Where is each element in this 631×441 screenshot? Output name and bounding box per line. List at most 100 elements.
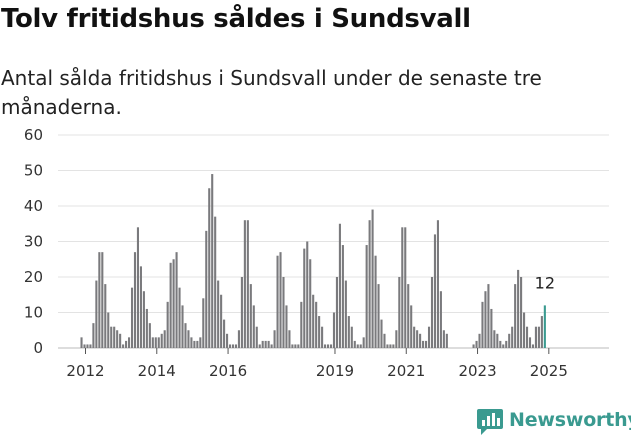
bar [374,255,377,348]
bar [410,305,413,348]
bar [154,337,157,348]
y-tick-label: 60 [24,126,43,144]
bar [95,280,98,348]
bar [425,340,428,348]
bar [395,330,398,348]
bar [237,330,240,348]
bar [89,344,92,348]
bar [175,252,178,348]
bar [481,301,484,348]
bar [362,337,365,348]
bar [133,252,137,348]
bar [240,277,243,348]
bar [380,319,383,348]
bar [508,333,511,348]
bar [332,312,336,348]
bar [279,252,282,348]
bar [436,220,439,348]
bar [166,301,169,348]
bar [104,284,107,348]
bar [101,252,104,348]
bar [86,344,89,348]
bar [303,248,306,348]
bar [350,326,353,348]
bar [130,287,134,348]
bar [110,326,113,348]
bar [98,252,101,348]
bar [184,323,187,348]
bar [315,301,318,348]
bar [514,284,517,348]
bar [505,340,508,348]
bar [389,344,392,348]
bar [442,330,445,348]
latest-value-label: 12 [535,273,555,292]
bar [386,344,389,348]
y-tick-label: 40 [24,197,43,215]
bar [537,326,540,348]
annotations: 12 [535,273,555,292]
bar [338,223,341,348]
bar [270,344,273,348]
bar [300,301,303,348]
x-tick-label: 2021 [387,362,425,380]
bar [145,308,148,348]
bar [252,305,255,348]
bar [493,330,496,348]
bar [208,188,211,348]
newsworthy-logo: Newsworthy [476,407,631,437]
bar [116,330,119,348]
bar [475,340,478,348]
bar [122,344,125,348]
bar [344,280,347,348]
bar [255,326,258,348]
bar [142,291,145,348]
bar [231,344,235,348]
bar [199,337,202,348]
bar [276,255,279,348]
bar [273,330,276,348]
x-tick-label: 2012 [66,362,104,380]
bar [172,259,175,348]
bar [178,287,181,348]
bar [205,230,208,348]
bar [398,277,401,348]
bar [291,344,294,348]
bar [288,330,291,348]
bar [181,305,184,348]
bar [107,312,110,348]
bar [368,220,371,348]
bar [341,245,344,348]
newsworthy-logo-icon [477,409,503,435]
brand-name: Newsworthy [509,409,631,431]
bar [520,277,523,348]
bar [125,340,128,348]
bar [427,326,431,348]
bar [220,294,223,348]
bar [136,227,140,348]
bar [264,340,267,348]
bar [359,344,362,348]
bar [306,241,309,348]
bar [377,284,380,348]
bar [119,333,122,348]
bar [163,330,166,348]
bar [190,337,193,348]
bar [285,305,288,348]
bar [148,323,151,348]
bar [478,333,481,348]
x-tick-label: 2014 [138,362,176,380]
x-tick-label: 2019 [316,362,354,380]
y-tick-label: 30 [24,233,43,251]
bar [243,220,246,348]
bar [502,344,505,348]
bar [169,262,172,348]
bar [249,284,252,348]
bar [312,294,315,348]
bar [472,344,475,348]
x-tick-label: 2016 [209,362,247,380]
bar [226,333,229,348]
bar [490,308,493,348]
bar [202,298,205,348]
chart-title: Tolv fritidshus såldes i Sundsvall [1,4,471,34]
